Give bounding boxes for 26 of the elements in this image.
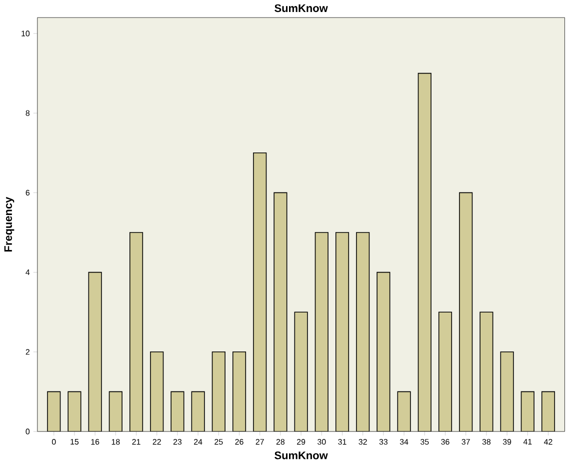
y-axis-title: Frequency [4,196,14,252]
bar [150,352,164,432]
bar [418,72,432,432]
bar [541,391,556,432]
bar [88,272,102,432]
bar [335,232,350,432]
bar [376,272,390,432]
bar [108,391,122,432]
chart-title: SumKnow [274,4,328,12]
bar [459,192,473,432]
bar [500,352,514,432]
bar [480,312,494,432]
bar [356,232,370,432]
bar [191,391,205,432]
bar [274,192,288,432]
x-axis-title: SumKnow [274,452,328,460]
bar [253,152,267,432]
bar [68,391,82,432]
bar [47,392,60,432]
bar [212,352,226,432]
bar [397,391,411,432]
bar [314,232,328,432]
bar [129,232,144,432]
bar [170,391,184,432]
bar [520,391,534,432]
bar [294,312,308,432]
